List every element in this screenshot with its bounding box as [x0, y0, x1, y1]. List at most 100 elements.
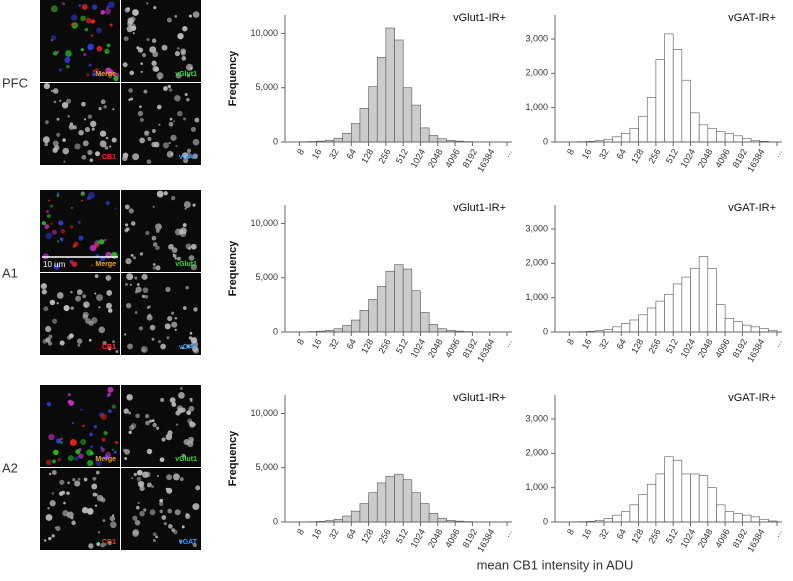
x-tick-label: 32 — [597, 527, 611, 541]
cell-spot — [99, 140, 107, 148]
x-tick-label: 16 — [580, 527, 594, 541]
cell-spot — [109, 145, 112, 148]
cell-spot — [85, 17, 92, 24]
cell-spot — [47, 507, 50, 510]
histogram-bar — [707, 127, 717, 143]
cell-spot — [89, 158, 94, 162]
x-tick-label: 256 — [647, 147, 663, 165]
cell-spot — [109, 521, 117, 529]
cell-spot — [192, 542, 197, 548]
x-tick-label: 8 — [565, 527, 576, 536]
cell-spot — [83, 118, 87, 121]
cell-spot — [174, 317, 178, 320]
histogram-bar — [376, 482, 387, 523]
cell-spot — [113, 450, 117, 454]
cell-spot — [62, 510, 69, 517]
cell-spot — [77, 221, 81, 224]
histogram-bar — [664, 456, 674, 523]
cell-spot — [145, 420, 150, 426]
cell-spot — [95, 493, 98, 497]
image-label: Merge — [95, 456, 116, 463]
cell-spot — [193, 307, 198, 312]
y-tick-label: 5,000 — [255, 82, 278, 92]
x-tick-label: 4096 — [443, 147, 462, 169]
cell-spot — [161, 515, 167, 520]
cell-spot — [98, 326, 106, 334]
cell-spot — [169, 397, 176, 404]
histogram-bar — [350, 319, 361, 333]
histogram-bar — [359, 108, 369, 143]
cell-spot — [54, 144, 60, 151]
cell-spot — [152, 266, 157, 270]
histogram-bar — [655, 59, 665, 143]
cell-spot — [108, 347, 112, 351]
cell-spot — [90, 19, 96, 24]
cell-spot — [80, 191, 86, 197]
image-label: CB1 — [102, 344, 116, 351]
cell-spot — [74, 143, 81, 150]
x-tick-label: 128 — [629, 147, 645, 165]
x-tick-label: 64 — [614, 337, 628, 351]
cell-spot — [66, 511, 74, 519]
x-tick-label: 512 — [394, 147, 410, 165]
cell-spot — [151, 60, 157, 66]
cell-spot — [94, 292, 97, 295]
cell-spot — [67, 455, 74, 462]
histogram-bar — [420, 312, 430, 333]
cell-spot — [94, 274, 99, 278]
cell-spot — [142, 287, 149, 293]
cell-spot — [83, 477, 88, 482]
histogram-bar — [655, 473, 665, 523]
cell-spot — [111, 137, 117, 143]
cell-spot — [103, 105, 107, 109]
cell-spot — [149, 509, 156, 516]
cell-spot — [100, 543, 105, 548]
histogram-bar — [698, 124, 709, 143]
y-tick-label: 10,000 — [250, 218, 278, 228]
y-tick-label: 2,000 — [525, 258, 548, 268]
cell-spot — [67, 114, 71, 118]
cell-spot — [84, 127, 91, 133]
cell-spot — [171, 528, 176, 533]
cell-spot — [105, 275, 112, 281]
x-tick-label: 64 — [344, 337, 358, 351]
x-tick-label: 16384 — [475, 337, 496, 364]
cell-spot — [56, 194, 60, 197]
y-tick-label: 2,000 — [525, 448, 548, 458]
x-tick-label: 8 — [295, 147, 306, 156]
cell-spot — [146, 2, 149, 5]
cell-spot — [61, 102, 69, 109]
x-tick-label: 8 — [565, 147, 576, 156]
cell-spot — [95, 151, 100, 157]
cell-spot — [42, 136, 50, 144]
cell-spot — [165, 286, 171, 292]
histogram-bar — [750, 516, 761, 523]
cell-spot — [90, 445, 93, 449]
cell-spot — [179, 387, 183, 390]
cell-spot — [145, 230, 150, 236]
cell-spot — [168, 88, 173, 92]
cell-spot — [84, 27, 89, 32]
cell-spot — [49, 500, 56, 507]
cell-spot — [134, 276, 138, 280]
histogram-bar — [664, 33, 674, 143]
cell-spot — [122, 155, 128, 162]
histogram-bar — [646, 97, 657, 143]
cell-spot — [106, 290, 113, 296]
x-tick-label: 256 — [377, 337, 393, 355]
cell-spot — [53, 263, 60, 270]
cell-spot — [62, 138, 66, 142]
cell-spot — [149, 419, 153, 423]
cell-spot — [42, 339, 48, 344]
cell-spot — [102, 340, 107, 346]
cell-spot — [144, 294, 149, 299]
cell-spot — [45, 514, 53, 521]
cell-spot — [177, 33, 184, 40]
y-tick-label: 5,000 — [255, 272, 278, 282]
cell-spot — [186, 344, 191, 349]
cell-spot — [159, 498, 164, 503]
cell-spot — [174, 328, 177, 332]
cell-spot — [52, 318, 58, 324]
cell-spot — [55, 525, 61, 531]
cell-spot — [162, 142, 170, 149]
